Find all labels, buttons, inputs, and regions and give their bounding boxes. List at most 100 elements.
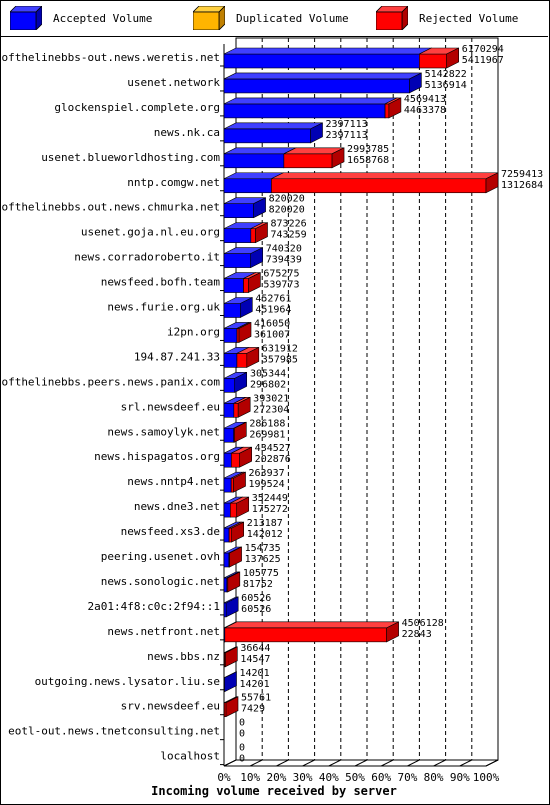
category-label: newsfeed.xs3.de xyxy=(121,525,220,538)
category-label: news.sonologic.net xyxy=(101,575,220,588)
floor-tick-line xyxy=(380,759,394,767)
category-label: news.nntp4.net xyxy=(127,475,220,488)
value-label-accepted: 137625 xyxy=(245,554,281,565)
floor-tick-line xyxy=(302,759,315,767)
x-tick-label: 40% xyxy=(319,771,339,784)
value-label-accepted: 0 xyxy=(239,729,245,740)
value-label-accepted: 175272 xyxy=(252,504,288,515)
value-label-accepted: 296802 xyxy=(250,379,286,390)
bar-accepted xyxy=(223,197,266,219)
bar-accepted xyxy=(223,671,237,693)
bar-rejected xyxy=(283,147,345,169)
value-label-total: 6170294 xyxy=(462,44,504,55)
category-label: endofthelinebbs-out.news.weretis.net xyxy=(0,51,220,64)
legend-divider xyxy=(0,36,548,37)
value-label-total: 452761 xyxy=(255,294,291,305)
value-label-total: 14201 xyxy=(240,668,270,679)
value-label-total: 55761 xyxy=(241,693,271,704)
category-label: outgoing.news.lysator.liu.se xyxy=(35,675,220,688)
value-label-total: 60526 xyxy=(241,593,271,604)
category-label: srv.newsdeef.eu xyxy=(121,700,220,713)
bar-rejected xyxy=(236,321,252,343)
value-label-total: 2397113 xyxy=(326,119,368,130)
value-label-total: 352449 xyxy=(252,493,288,504)
value-label-accepted: 199524 xyxy=(249,479,285,490)
x-tick-label: 70% xyxy=(397,771,417,784)
category-label: localhost xyxy=(160,750,220,763)
value-label-accepted: 14547 xyxy=(240,654,270,665)
bar-rejected xyxy=(250,222,268,244)
legend-label-rejected: Rejected Volume xyxy=(419,12,519,25)
value-label-accepted: 820020 xyxy=(269,205,305,216)
value-label-accepted: 272304 xyxy=(253,404,289,415)
value-label-accepted: 451964 xyxy=(255,305,291,316)
value-label-total: 2993785 xyxy=(347,144,389,155)
x-axis-title: Incoming volume received by server xyxy=(151,784,397,798)
value-label-accepted: 2397113 xyxy=(326,130,368,141)
value-label-total: 36644 xyxy=(240,643,270,654)
bar-rejected xyxy=(236,346,260,368)
bar-rejected xyxy=(224,646,238,668)
value-label-total: 213187 xyxy=(247,518,283,529)
value-label-accepted: 202876 xyxy=(255,454,291,465)
category-label: news.samoylyk.net xyxy=(107,425,220,438)
legend-label-accepted: Accepted Volume xyxy=(53,12,153,25)
x-tick-label: 50% xyxy=(345,771,365,784)
bar-rejected xyxy=(384,97,402,119)
category-label: news.nk.ca xyxy=(154,126,220,139)
value-label-accepted: 142012 xyxy=(247,529,283,540)
bar-rejected xyxy=(233,396,251,418)
category-label: srl.newsdeef.eu xyxy=(121,400,220,413)
legend-swatch-accepted xyxy=(10,6,42,30)
value-label-accepted: 5411967 xyxy=(462,55,504,66)
value-label-accepted: 0 xyxy=(239,754,245,765)
value-label-total: 154735 xyxy=(245,543,281,554)
bar-accepted xyxy=(223,596,239,618)
floor-tick-line xyxy=(485,759,499,767)
category-label: news.dne3.net xyxy=(134,500,220,513)
legend-swatch-rejected xyxy=(376,6,408,30)
category-label: usenet.network xyxy=(127,76,220,89)
value-label-total: 416050 xyxy=(254,318,290,329)
bar-rejected xyxy=(223,696,239,718)
value-label-total: 393021 xyxy=(253,393,289,404)
x-tick-label: 20% xyxy=(266,771,286,784)
bar-rejected xyxy=(230,471,246,493)
bar-accepted xyxy=(223,47,432,69)
category-label: eotl-out.news.tnetconsulting.net xyxy=(8,725,220,738)
category-label: usenet.goja.nl.eu.org xyxy=(81,226,220,239)
bar-accepted xyxy=(223,247,263,269)
value-label-accepted: 1312684 xyxy=(501,180,543,191)
value-label-accepted: 357985 xyxy=(262,354,298,365)
floor-tick-line xyxy=(276,759,289,767)
floor-tick-line xyxy=(249,759,263,767)
floor-tick-line xyxy=(328,759,342,767)
value-label-total: 7259413 xyxy=(501,169,543,180)
category-label: news.furie.org.uk xyxy=(107,301,220,314)
legend-label-duplicated: Duplicated Volume xyxy=(236,12,349,25)
category-label: glockenspiel.complete.org xyxy=(54,101,220,114)
x-tick-label: 90% xyxy=(450,771,470,784)
category-label: newsfeed.bofh.team xyxy=(101,276,221,289)
value-label-total: 820020 xyxy=(269,194,305,205)
category-label: news.corradoroberto.it xyxy=(74,251,220,264)
bar-rejected xyxy=(228,521,244,543)
floor-tick-line xyxy=(223,759,237,767)
bar-rejected xyxy=(224,621,399,643)
value-label-accepted: 7429 xyxy=(241,704,265,715)
category-label: i2pn.org xyxy=(167,325,220,338)
x-tick-label: 0% xyxy=(217,771,231,784)
value-label-total: 434527 xyxy=(255,443,291,454)
value-label-accepted: 4463378 xyxy=(404,105,446,116)
category-label: 194.87.241.33 xyxy=(134,350,220,363)
bar-accepted xyxy=(223,371,248,393)
value-label-accepted: 739439 xyxy=(266,255,302,266)
bar-rejected xyxy=(419,47,459,69)
value-label-accepted: 269981 xyxy=(249,429,285,440)
value-label-total: 631912 xyxy=(262,343,298,354)
category-label: news.bbs.nz xyxy=(147,650,220,663)
bar-rejected xyxy=(230,496,250,518)
bar-accepted xyxy=(223,297,253,318)
value-label-accepted: 22843 xyxy=(402,629,432,640)
